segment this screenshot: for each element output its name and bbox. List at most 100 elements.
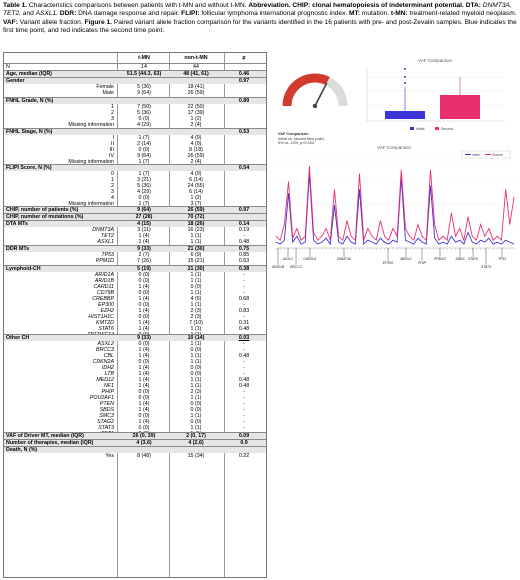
initial-outlier — [404, 68, 406, 70]
initial-box — [385, 111, 425, 119]
non-tmn-value: 6 (9) 15 (21) — [187, 252, 205, 264]
tmn-value: 0 (0) 0 (0) 1 (4) 0 (0) 1 (4) 0 (0) 1 (4… — [138, 271, 150, 338]
caption-ddr-text: DNA damage response and repair. — [76, 10, 182, 18]
table-row: Number of therapies, median (IQR) 4 (3,6)… — [4, 438, 266, 446]
row-label: Gender — [6, 78, 25, 85]
caption-dta-last: ASXL1. — [35, 10, 58, 18]
tmn-value: 5 (19) — [137, 265, 151, 272]
vaf-note-line2: 9% vs. 13%, p=0.004 — [278, 141, 314, 146]
table-row: Lymphoid-CH 5 (19) 21 (30) 0.38 — [4, 264, 266, 272]
caption-table-text: Characteristics comparisons between pati… — [27, 2, 249, 9]
tmn-value: 9 (33) — [137, 245, 151, 252]
table-row: DNMT3A TET2 ASXL1 3 (11) 1 (4) 1 (4) 16 (2… — [4, 227, 266, 245]
row-label: CHIP, number of mutations (%) — [6, 213, 84, 220]
table-row: 1 2 3 Missing information 7 (50) 5 (36) 0… — [4, 104, 266, 128]
table-header-cell: t-MN — [138, 55, 150, 61]
tmn-value: 27 (28) — [135, 213, 153, 220]
p-value: 0.53 — [238, 128, 250, 135]
tmn-value: 14 — [141, 64, 147, 70]
tmn-value: 51.5 (44.3, 63) — [126, 71, 162, 78]
characteristics-table: t-MN non-t-MN p N 14 44 Age, median (IQR) 51.5 … — [3, 52, 267, 578]
table-row: Death, N (%) — [4, 445, 266, 453]
caption-table-label: Table 1. — [3, 2, 28, 9]
row-label: Lymphoid-CH — [6, 265, 41, 272]
gene-label: PHIP — [418, 261, 427, 265]
table-row: TP53 PPM1D 2 (7) 7 (26) 6 (9) 15 (21) 0.85 … — [4, 252, 266, 265]
caption-fig-text: Paired variant allele fraction compariso… — [3, 18, 517, 35]
boxplot-title: VAF Comparison — [418, 58, 452, 63]
tmn-value: 1 (7) 2 (14) 0 (0) 9 (64) 1 (7) — [137, 134, 151, 165]
tmn-value: 3 (11) 1 (4) 1 (4) — [137, 226, 151, 245]
tmn-value: 2 (7) 7 (26) — [137, 252, 151, 264]
boxplot-legend-second: Second — [441, 127, 453, 131]
line-legend-initial: Initial — [472, 153, 480, 157]
p-value: 0.97 — [238, 78, 250, 85]
gene-label: SBDS — [455, 257, 465, 261]
caption-dta-and: and — [20, 10, 36, 18]
caption-tmn-label: t-MN: — [390, 10, 408, 18]
caption-flipi-label: FLIPI: — [181, 10, 200, 18]
tmn-value: 9 (64) — [137, 206, 151, 213]
p-value: 0.03 — [238, 335, 250, 342]
row-label: DTA MTs — [6, 220, 28, 227]
tmn-value: 7 (50) 5 (36) 0 (0) 4 (29) — [137, 103, 151, 128]
initial-outlier — [404, 76, 406, 78]
caption-abbrev-label: Abbreviation. — [248, 2, 291, 9]
row-label: ARID1A ARID1B CARD11 CD79B CREBBP EP300 … — [87, 271, 114, 338]
line-series — [275, 165, 515, 246]
row-label: FLIPI Score, N (%) — [6, 164, 52, 171]
p-value: 0.38 — [238, 265, 250, 272]
p-value: - - - - 0.68 - 0.83 - 0.31 0.48 - — [238, 271, 250, 338]
non-tmn-value: 10 (14) — [187, 335, 205, 342]
tmn-value: 9 (33) — [137, 335, 151, 342]
non-tmn-value: 16 (23) 1 (1) 1 (1) — [187, 226, 205, 245]
non-tmn-value: 4 (9) 6 (14) 24 (55) 6 (14) 1 (2) 3 (7) — [187, 170, 205, 207]
row-label: Female Male — [96, 84, 114, 97]
row-label: CHIP, number of patients (%) — [6, 206, 79, 213]
table-row: DDR MTs 9 (33) 21 (30) 0.75 — [4, 244, 266, 252]
non-tmn-value: 18 (41) 26 (59) — [187, 84, 205, 97]
table-column-divider — [169, 53, 170, 577]
row-label: Age, median (IQR) — [6, 71, 52, 78]
row-label: 0 1 2 3 4 Missing information — [68, 170, 114, 207]
table-row: I II III IV Missing information 1 (7) 2 (… — [4, 134, 266, 165]
row-label: FNHL Grade, N (%) — [6, 97, 54, 104]
gene-label: CARD11 — [303, 257, 316, 261]
table-row: CHIP, number of patients (%) 9 (64) 26 (59… — [4, 205, 266, 213]
initial-outlier — [404, 82, 406, 84]
gene-label: PPM1D — [434, 257, 446, 261]
row-label: DDR MTs — [6, 245, 30, 252]
series-line-second — [275, 165, 515, 242]
table-header-cell: non-t-MN — [184, 55, 208, 61]
vaf-gauge — [282, 73, 348, 109]
vaf-boxplot: VAF Comparison Initial Second — [366, 58, 505, 131]
p-value: 0.9 — [240, 439, 248, 446]
row-label: I II III IV Missing information — [68, 134, 114, 165]
boxplot-legend-initial-swatch — [410, 127, 414, 130]
tmn-value: 4 (15) — [137, 220, 151, 227]
row-label: Number of therapies, median (IQR) — [6, 439, 94, 446]
table-header-cell: p — [242, 55, 246, 61]
p-value: 0.89 — [238, 97, 250, 104]
table-row: Yes 8 (48) 15 (34) 0.22 — [4, 453, 266, 460]
p-value: 0.22 — [238, 452, 250, 459]
non-tmn-value: 4 (9) 4 (9) 8 (18) 26 (59) 2 (4) — [187, 134, 205, 165]
gauge-fill — [282, 73, 330, 107]
tmn-value: 4 (3,6) — [136, 439, 152, 446]
p-value: 0.54 — [238, 164, 250, 171]
row-label: N — [6, 64, 10, 70]
gene-label: TP53 — [498, 257, 506, 261]
p-value: 0.46 — [238, 71, 250, 78]
table-column-divider — [224, 53, 225, 577]
non-tmn-value: 26 (59) — [187, 206, 205, 213]
caption-mt-text: mutation. — [360, 10, 391, 18]
caption-ddr-label: DDR: — [58, 10, 77, 18]
row-label: DNMT3A TET2 ASXL1 — [92, 226, 114, 245]
tmn-value: 1 (7) 3 (21) 5 (36) 4 (29) 0 (0) 1 (7) — [137, 170, 151, 207]
tmn-value: 5 (36) 9 (64) — [137, 84, 151, 97]
table-row: Age, median (IQR) 51.5 (44.3, 63) 48 (41, … — [4, 70, 266, 78]
caption-dta-label: DTA: — [465, 2, 481, 9]
gauge-hub — [312, 103, 318, 109]
caption-tmn-text: treatment-related myeloid neoplasm. — [407, 10, 517, 18]
